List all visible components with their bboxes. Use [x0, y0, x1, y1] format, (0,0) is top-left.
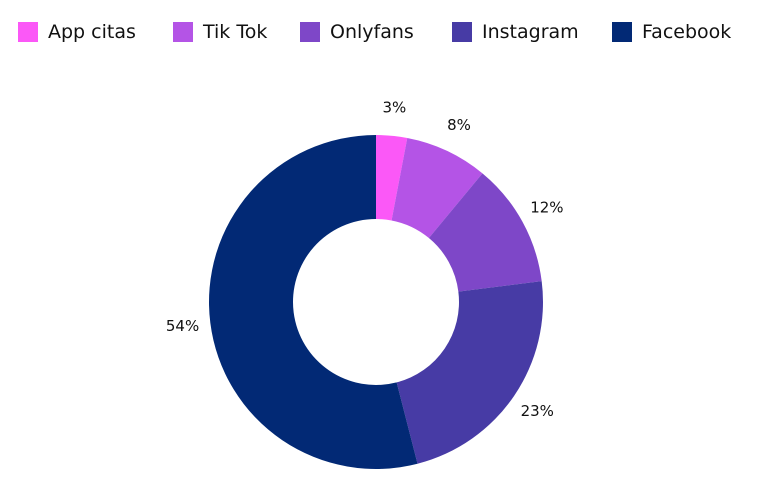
legend-swatch-app-citas [18, 22, 38, 42]
legend-swatch-onlyfans [300, 22, 320, 42]
slice-label-app-citas: 3% [382, 98, 406, 116]
legend-label-app-citas: App citas [48, 21, 136, 43]
legend-label-onlyfans: Onlyfans [330, 21, 414, 43]
legend-label-tik-tok: Tik Tok [202, 21, 267, 43]
slice-label-facebook: 54% [166, 317, 199, 335]
legend-label-instagram: Instagram [482, 21, 579, 43]
slice-app-citas [376, 135, 408, 221]
slice-onlyfans [428, 173, 542, 292]
legend-item-onlyfans: Onlyfans [300, 21, 414, 43]
chart-legend: App citas Tik Tok Onlyfans Instagram Faceboo… [18, 21, 731, 43]
legend-item-facebook: Facebook [612, 21, 731, 43]
legend-item-tik-tok: Tik Tok [173, 21, 267, 43]
slice-facebook [209, 135, 418, 469]
donut-slices [209, 135, 543, 469]
slice-label-instagram: 23% [521, 402, 554, 420]
legend-item-app-citas: App citas [18, 21, 136, 43]
slice-instagram [396, 281, 543, 464]
legend-swatch-instagram [452, 22, 472, 42]
slice-label-onlyfans: 12% [530, 199, 563, 217]
legend-swatch-tik-tok [173, 22, 193, 42]
legend-swatch-facebook [612, 22, 632, 42]
legend-label-facebook: Facebook [642, 21, 731, 43]
slice-label-tik-tok: 8% [447, 116, 471, 134]
slice-labels: 3% 8% 12% 23% 54% [166, 98, 564, 420]
slice-tik-tok [391, 137, 483, 239]
legend-item-instagram: Instagram [452, 21, 579, 43]
